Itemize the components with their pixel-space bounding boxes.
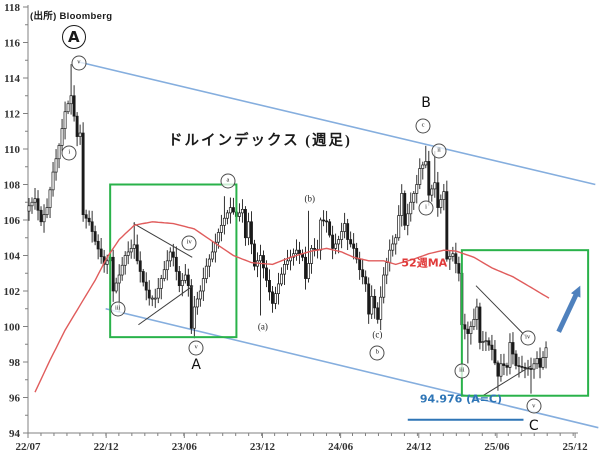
minor-wave-label-i: i [61, 145, 77, 161]
source-label: (出所) Bloomberg [30, 11, 113, 22]
major-wave-label-A: A [61, 25, 86, 50]
svg-text:116: 116 [4, 38, 20, 50]
wave-text-label-A: A [191, 356, 201, 373]
svg-text:104: 104 [4, 251, 21, 263]
wave-text-label-52週MA: 52週MA [401, 256, 448, 270]
svg-text:23/06: 23/06 [172, 441, 198, 453]
projection-arrow [556, 285, 581, 333]
svg-text:25/12: 25/12 [563, 441, 589, 453]
wave-text-label-(a): (a) [257, 321, 268, 331]
svg-text:25/06: 25/06 [484, 441, 510, 453]
svg-text:100: 100 [4, 322, 21, 334]
svg-text:23/12: 23/12 [250, 441, 276, 453]
axes: 94 96 98 100 102 104 106 108 110 112 114 116 118 22/0… [4, 2, 589, 453]
svg-text:96: 96 [9, 393, 21, 405]
minor-wave-label-c: c [415, 118, 431, 134]
svg-text:106: 106 [4, 215, 21, 227]
minor-wave-label-iv: iv [181, 235, 197, 251]
svg-text:22/12: 22/12 [94, 441, 120, 453]
svg-text:108: 108 [4, 180, 21, 192]
svg-text:94: 94 [9, 428, 21, 440]
minor-wave-label-ii: ii [431, 143, 447, 159]
svg-text:24/12: 24/12 [406, 441, 432, 453]
minor-wave-label-i: i [418, 200, 434, 216]
chart-title: ドルインデックス (週足) [168, 133, 352, 149]
minor-wave-label-iv: iv [520, 330, 536, 346]
minor-wave-label-v: v [188, 340, 204, 356]
trend-channel [78, 61, 599, 429]
wave-text-label-C: C [528, 417, 539, 434]
svg-text:22/07: 22/07 [15, 441, 41, 453]
svg-text:24/06: 24/06 [328, 441, 354, 453]
svg-text:98: 98 [9, 357, 21, 369]
svg-text:118: 118 [4, 2, 20, 14]
wave-text-label-94.976 (A=C): 94.976 (A=C) [419, 392, 503, 406]
svg-text:102: 102 [4, 286, 21, 298]
minor-wave-label-a: a [220, 173, 236, 189]
svg-text:112: 112 [4, 109, 20, 121]
minor-wave-label-v: v [526, 398, 542, 414]
candlesticks [27, 64, 548, 394]
minor-wave-label-iii: iii [454, 363, 470, 379]
minor-wave-label-iii: iii [110, 301, 126, 317]
highlight-boxes [109, 183, 590, 397]
wave-text-label-B: B [421, 94, 431, 111]
wave-guide-lines [133, 223, 532, 397]
svg-text:110: 110 [4, 144, 20, 156]
ma-52week-line [34, 221, 550, 393]
wave-text-label-(b): (b) [304, 193, 316, 204]
minor-wave-label-b: b [369, 345, 385, 361]
minor-wave-label-v: v [71, 55, 87, 71]
wave-text-label-(c): (c) [372, 329, 383, 340]
svg-text:114: 114 [4, 73, 20, 85]
